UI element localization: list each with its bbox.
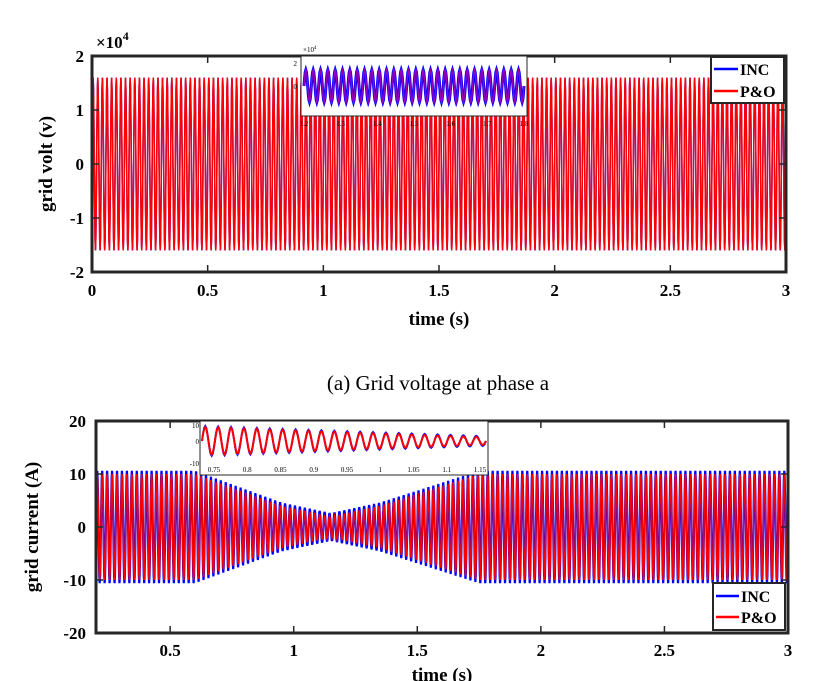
voltage-x-tick-label: 2	[550, 281, 559, 300]
voltage-y-tick-label: 2	[76, 47, 85, 66]
current-inset: 0.75 0.8 0.85 0.9 0.95 1 1.05 1.1 1.15 10 0 -10	[190, 420, 489, 476]
inset-x-tick-label: 1.7	[483, 120, 492, 128]
voltage-x-tick-label: 1.5	[428, 281, 449, 300]
inset-y-tick-label: 2	[294, 60, 298, 68]
voltage-y-tick-label: 0	[76, 155, 85, 174]
voltage-x-tick-label: 2.5	[660, 281, 681, 300]
current-y-tick-label: 20	[69, 412, 86, 431]
voltage-y-tick-label: -1	[70, 209, 84, 228]
voltage-y-tick-label: 1	[76, 101, 85, 120]
current-x-tick-label: 1	[289, 641, 298, 660]
inset-x-tick-label: 1.15	[474, 466, 487, 474]
voltage-x-tick-label: 0	[88, 281, 97, 300]
current-y-tick-label: 0	[78, 518, 87, 537]
voltage-exponent-label: ×104	[96, 29, 129, 52]
voltage-x-tick-label: 3	[782, 281, 791, 300]
inset-series-po-line	[303, 67, 525, 105]
current-y-tick-label: 10	[69, 465, 86, 484]
inset-x-tick-label: 0.75	[208, 466, 221, 474]
inset-exponent-label: ×104	[303, 46, 317, 54]
voltage-y-tick-label: -2	[70, 263, 84, 282]
inset-x-tick-label: 1.1	[442, 466, 451, 474]
inset-x-tick-label: 1.8	[520, 120, 529, 128]
current-series-po-line	[95, 473, 789, 581]
legend-inc-label: INC	[741, 589, 770, 606]
current-y-tick-label: -10	[63, 571, 86, 590]
inset-x-tick-label: 0.95	[341, 466, 354, 474]
inset-x-tick-label: 1.4	[373, 120, 382, 128]
inset-x-tick-label: 1.6	[446, 120, 455, 128]
inset-x-tick-label: 1	[379, 466, 383, 474]
voltage-series-po-line	[91, 77, 787, 251]
inset-x-tick-label: 1.05	[407, 466, 420, 474]
inset-y-tick-label: -10	[190, 460, 200, 468]
voltage-y-axis-label: grid volt (v)	[36, 116, 57, 212]
inset-x-tick-label: 1.2	[300, 120, 309, 128]
inset-x-tick-label: 0.9	[309, 466, 318, 474]
inset-x-tick-label: 1.5	[410, 120, 419, 128]
current-x-axis-label: time (s)	[412, 665, 473, 681]
inset-y-tick-label: 10	[192, 422, 200, 430]
inset-x-tick-label: 0.85	[274, 466, 287, 474]
current-x-tick-label: 2.5	[654, 641, 675, 660]
legend-po-label: P&O	[740, 84, 776, 101]
inset-series-po-line	[201, 425, 487, 457]
current-x-tick-label: 2	[537, 641, 546, 660]
inset-x-tick-label: 0.8	[243, 466, 252, 474]
current-x-tick-label: 0.5	[160, 641, 181, 660]
legend-po-label: P&O	[741, 610, 777, 627]
voltage-inset: 1.2 1.3 1.4 1.5 1.6 1.7 1.8 2 0 ×104	[294, 46, 529, 128]
voltage-x-tick-label: 0.5	[197, 281, 218, 300]
current-y-axis-label: grid current (A)	[22, 462, 43, 593]
voltage-x-axis-label: time (s)	[409, 309, 470, 330]
legend-inc-label: INC	[740, 62, 769, 79]
voltage-legend: INC P&O	[710, 56, 785, 104]
inset-y-tick-label: 0	[196, 438, 200, 446]
inset-x-tick-label: 1.3	[336, 120, 345, 128]
current-legend: INC P&O	[712, 582, 786, 631]
current-x-tick-label: 3	[784, 641, 793, 660]
inset-y-tick-label: 0	[294, 83, 298, 91]
voltage-caption: (a) Grid voltage at phase a	[327, 371, 550, 395]
current-x-tick-label: 1.5	[407, 641, 428, 660]
voltage-plot: 0 0.5 1 1.5 2 2.5 3 2 1 0 -1 -2 ×104 time (s) grid …	[36, 29, 790, 330]
voltage-x-tick-label: 1	[319, 281, 328, 300]
current-y-tick-label: -20	[63, 624, 86, 643]
